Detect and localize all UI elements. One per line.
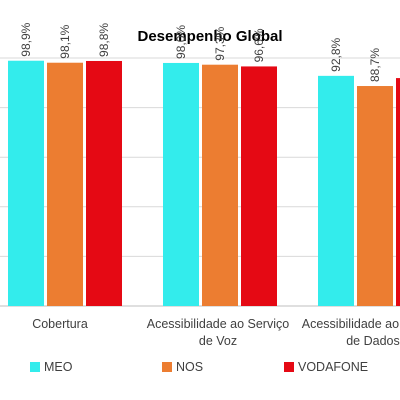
legend-label-meo: MEO xyxy=(44,360,73,374)
data-label: 98,8% xyxy=(97,23,111,57)
category-label: Acessibilidade ao Serviço xyxy=(302,317,400,331)
bar-nos xyxy=(47,62,83,306)
category-label: de Voz xyxy=(199,334,237,348)
bar-meo xyxy=(318,75,354,306)
bar-vodafone xyxy=(241,66,277,306)
legend-label-vodafone: VODAFONE xyxy=(298,360,368,374)
bar-vodafone xyxy=(86,60,122,307)
bar-vodafone xyxy=(396,78,400,306)
legend-swatch-meo xyxy=(30,362,40,372)
legend-swatch-vodafone xyxy=(284,362,294,372)
data-label: 96,6% xyxy=(252,28,266,62)
category-label: de Dados xyxy=(346,334,400,348)
category-label: Cobertura xyxy=(32,317,88,331)
bar-nos xyxy=(202,64,238,306)
data-label: 98,0% xyxy=(174,25,188,59)
data-labels: 98,9% 98,0% 92,8% 98,1% 97,3% 88,7% 98,8% 96,6% xyxy=(19,22,382,82)
bar-meo xyxy=(8,60,44,307)
data-label: 92,8% xyxy=(329,38,343,72)
chart-title: Desempenho Global xyxy=(137,28,282,45)
category-label: Acessibilidade ao Serviço xyxy=(147,317,289,331)
legend-label-nos: NOS xyxy=(176,360,203,374)
legend-swatch-nos xyxy=(162,362,172,372)
bar-meo xyxy=(163,62,199,307)
bars xyxy=(8,60,400,307)
data-label: 98,1% xyxy=(58,24,72,58)
legend: MEO NOS VODAFONE xyxy=(30,360,368,374)
data-label: 97,3% xyxy=(213,26,227,60)
data-label: 88,7% xyxy=(368,48,382,82)
category-labels: Cobertura Acessibilidade ao Serviço de Voz… xyxy=(32,317,400,348)
bar-nos xyxy=(357,86,393,306)
data-label: 98,9% xyxy=(19,22,33,56)
